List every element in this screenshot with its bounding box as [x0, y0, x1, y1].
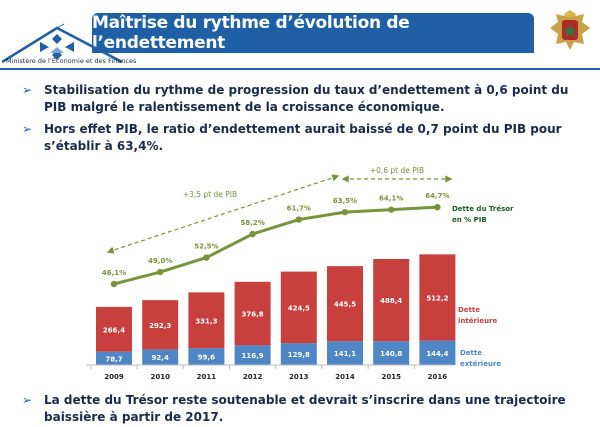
line-label-2011: 52,5% [194, 243, 218, 251]
legend-interieure: Dette intérieure [458, 306, 498, 325]
line-point-2012 [249, 230, 256, 238]
line-point-2016 [434, 203, 441, 211]
arrow-bullet-icon: ➢ [22, 393, 33, 407]
bullet-3: ➢ La dette du Trésor reste soutenable et… [22, 392, 582, 426]
bullet-3-text: La dette du Trésor reste soutenable et d… [44, 393, 566, 424]
legend-line: Dette du Trésor en % PIB [452, 205, 514, 224]
data-label-exterieure-2016: 144,4 [426, 350, 448, 358]
data-label-interieure-2012: 376,8 [242, 311, 264, 319]
line-point-2009 [110, 280, 118, 288]
legend-exterieure-line2: extérieure [460, 360, 501, 368]
data-label-interieure-2011: 331,3 [195, 317, 217, 325]
page-title: Maîtrise du rythme d’évolution de l’ende… [92, 13, 410, 53]
line-point-2011 [203, 254, 210, 261]
bar-exterieure-2009 [96, 351, 132, 365]
bar-interieure-2011 [188, 292, 225, 349]
bar-interieure-2014 [327, 266, 363, 342]
x-tick-label-2015: 2015 [381, 373, 401, 381]
bar-interieure-2016 [419, 254, 456, 341]
x-tick-label-2014: 2014 [335, 373, 355, 381]
bar-exterieure-2012 [234, 345, 271, 365]
bar-interieure-2010 [142, 300, 179, 350]
bar-exterieure-2015 [373, 341, 410, 365]
x-tick-label-2009: 2009 [104, 373, 124, 381]
bar-exterieure-2014 [327, 341, 363, 365]
bullet-1-text: Stabilisation du rythme de progression d… [44, 83, 569, 114]
data-label-interieure-2010: 292,3 [149, 322, 171, 330]
data-label-exterieure-2014: 141,1 [334, 350, 356, 358]
line-point-2015 [388, 206, 395, 213]
bar-interieure-2013 [280, 271, 317, 344]
data-label-exterieure-2010: 92,4 [152, 354, 169, 362]
x-tick-label-2011: 2011 [197, 373, 217, 381]
legend-interieure-line1: Dette [458, 306, 480, 314]
ministry-logo [2, 23, 123, 64]
line-point-2014 [341, 208, 349, 216]
line-point-2010 [157, 268, 164, 276]
legend-line-line1: Dette du Trésor [452, 205, 514, 213]
data-label-exterieure-2009: 78,7 [105, 355, 122, 363]
royal-emblem-icon [550, 10, 590, 50]
legend-exterieure-line1: Dette [460, 349, 482, 357]
bar-interieure-2012 [234, 281, 271, 346]
line-label-2012: 58,2% [240, 219, 264, 227]
x-tick-label-2010: 2010 [150, 373, 170, 381]
data-label-interieure-2014: 445,5 [334, 301, 356, 309]
bar-interieure-2009 [96, 306, 132, 352]
line-label-2009: 46,1% [102, 269, 126, 277]
legend-interieure-line2: intérieure [458, 317, 498, 325]
x-tick-label-2012: 2012 [243, 373, 263, 381]
ministry-name: Ministère de l’Économie et des Finances [6, 57, 137, 65]
title-bar: Maîtrise du rythme d’évolution de l’ende… [92, 13, 534, 53]
arrow-bullet-icon: ➢ [22, 122, 33, 136]
bar-exterieure-2016 [419, 340, 456, 365]
annotation-plus-3-5: +3,5 pt de PIB [183, 190, 237, 199]
annotation-plus-0-6: +0,6 pt de PIB [370, 166, 424, 175]
data-label-interieure-2009: 266,4 [103, 326, 125, 334]
line-label-2013: 61,7% [287, 205, 311, 213]
x-tick-label-2013: 2013 [289, 373, 309, 381]
bullet-2: ➢ Hors effet PIB, le ratio d’endettement… [22, 121, 587, 155]
legend-line-line2: en % PIB [452, 216, 487, 224]
x-tick-label-2016: 2016 [428, 373, 448, 381]
data-label-exterieure-2012: 116,9 [242, 352, 264, 360]
line-label-2010: 49,0% [148, 257, 172, 265]
data-label-exterieure-2011: 99,6 [198, 354, 215, 362]
bar-interieure-2015 [373, 258, 410, 342]
data-label-exterieure-2013: 129,8 [288, 351, 310, 359]
bar-exterieure-2011 [188, 348, 225, 365]
line-label-2014: 63,5% [333, 197, 357, 205]
bullet-2-text: Hors effet PIB, le ratio d’endettement a… [44, 122, 562, 153]
bar-exterieure-2010 [142, 349, 179, 365]
bullet-1: ➢ Stabilisation du rythme de progression… [22, 82, 582, 116]
bar-exterieure-2013 [280, 343, 317, 365]
arrow-plus-3-5 [106, 174, 340, 254]
line-point-2013 [295, 216, 302, 223]
legend-exterieure: Dette extérieure [460, 349, 501, 368]
line-label-2015: 64,1% [379, 195, 403, 203]
data-label-interieure-2013: 424,5 [288, 304, 310, 312]
data-label-interieure-2016: 512,2 [426, 295, 448, 303]
data-label-interieure-2015: 488,4 [380, 297, 402, 305]
data-label-exterieure-2015: 140,8 [380, 350, 402, 358]
header-divider [0, 68, 600, 70]
line-label-2016: 64,7% [425, 192, 449, 200]
arrow-bullet-icon: ➢ [22, 83, 33, 97]
